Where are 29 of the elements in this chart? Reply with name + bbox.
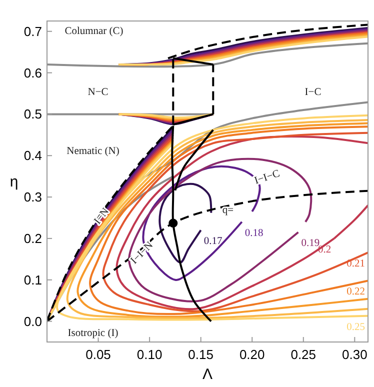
x-tick-label: 0.10 (136, 347, 162, 362)
annotation: Columnar (C) (64, 26, 124, 37)
x-tick-label: 0.20 (239, 347, 265, 362)
series-label: 0.18 (244, 228, 264, 239)
x-tick-label: 0.15 (188, 347, 214, 362)
y-axis-title: η (10, 174, 18, 190)
x-tick-label: 0.05 (86, 347, 111, 362)
x-tick-label: 0.25 (290, 347, 316, 362)
annotation: I−I−C (253, 168, 282, 187)
series-label: 0.22 (346, 286, 365, 298)
series-label: 0.25 (346, 322, 365, 333)
y-tick-label: 0.4 (24, 148, 42, 164)
x-tick-label: 0.30 (342, 347, 368, 362)
annotation: I−N (92, 206, 112, 227)
y-tick-label: 0.1 (24, 272, 42, 288)
annotation: Nematic (N) (66, 146, 120, 157)
y-tick-label: 0.5 (24, 106, 42, 122)
y-tick-label: 0.3 (24, 190, 42, 205)
y-tick-label: 0.7 (24, 24, 42, 39)
annotation: Isotropic (I) (68, 328, 119, 339)
y-tick-label: 0.0 (24, 314, 42, 329)
series-label: 0.19 (301, 238, 320, 250)
y-tick-label: 0.2 (24, 230, 42, 246)
series-label: 0.17 (204, 236, 222, 248)
annotation: q= (222, 205, 234, 216)
x-axis-title: Λ (202, 366, 213, 383)
annotation: I−C (304, 87, 322, 98)
y-tick-label: 0.6 (24, 65, 42, 80)
annotation: N−C (88, 87, 108, 98)
